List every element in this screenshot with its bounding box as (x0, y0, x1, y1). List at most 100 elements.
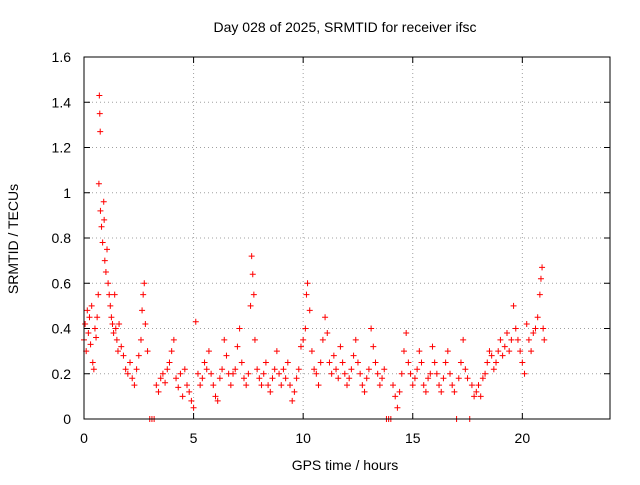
data-point (477, 393, 484, 400)
data-point (361, 388, 368, 395)
x-tick-label: 15 (405, 430, 421, 446)
data-point (284, 359, 291, 366)
data-point (199, 375, 206, 382)
data-point (122, 366, 129, 373)
data-point (251, 336, 258, 343)
data-point (317, 359, 324, 366)
data-point (210, 382, 217, 389)
data-point (521, 370, 528, 377)
data-point (140, 291, 147, 298)
data-point (313, 370, 320, 377)
data-point (335, 375, 342, 382)
data-point (346, 375, 353, 382)
data-point (442, 359, 449, 366)
data-point (528, 348, 535, 355)
data-point (451, 388, 458, 395)
data-point (100, 198, 107, 205)
data-point (155, 388, 162, 395)
data-point (530, 330, 537, 337)
data-point (488, 352, 495, 359)
data-point (157, 375, 164, 382)
data-point (297, 343, 304, 350)
data-point (190, 404, 197, 411)
data-point (357, 370, 364, 377)
data-point (232, 366, 239, 373)
data-point (108, 314, 115, 321)
data-point (243, 382, 250, 389)
data-point (495, 348, 502, 355)
data-point (250, 291, 257, 298)
data-point (308, 348, 315, 355)
data-point (352, 336, 359, 343)
data-point (144, 348, 151, 355)
data-point (107, 302, 114, 309)
data-point (348, 366, 355, 373)
data-point (303, 291, 310, 298)
y-tick-label: 0.4 (52, 321, 72, 337)
data-point (457, 359, 464, 366)
data-point (278, 382, 285, 389)
data-point (468, 382, 475, 389)
data-point (541, 336, 548, 343)
data-point (444, 348, 451, 355)
data-point (101, 257, 108, 264)
data-point (96, 110, 103, 117)
data-point (234, 343, 241, 350)
data-point (124, 370, 131, 377)
data-point (236, 325, 243, 332)
data-points (81, 92, 548, 422)
data-point (221, 336, 228, 343)
data-point (184, 382, 191, 389)
grid-lines (84, 57, 610, 419)
data-point (300, 336, 307, 343)
data-point (506, 348, 513, 355)
data-point (475, 382, 482, 389)
data-point (99, 239, 106, 246)
data-point (436, 382, 443, 389)
data-point (293, 375, 300, 382)
data-point (398, 370, 405, 377)
data-point (135, 352, 142, 359)
data-point (90, 366, 97, 373)
chart-title: Day 028 of 2025, SRMTID for receiver ifs… (214, 19, 477, 35)
data-point (379, 375, 386, 382)
data-point (120, 352, 127, 359)
data-point (519, 359, 526, 366)
data-point (269, 375, 276, 382)
data-point (539, 264, 546, 271)
data-point (306, 307, 313, 314)
data-point (403, 330, 410, 337)
data-point (311, 366, 318, 373)
data-point (96, 92, 103, 99)
data-point (464, 375, 471, 382)
data-point (291, 388, 298, 395)
data-point (484, 359, 491, 366)
data-point (105, 280, 112, 287)
data-point (223, 352, 230, 359)
data-point (179, 393, 186, 400)
data-point (88, 302, 95, 309)
data-point (89, 359, 96, 366)
data-point (324, 330, 331, 337)
y-tick-label: 1 (63, 185, 71, 201)
data-point (409, 382, 416, 389)
data-point (112, 325, 119, 332)
data-point (425, 375, 432, 382)
y-tick-label: 0.2 (52, 366, 72, 382)
data-point (341, 370, 348, 377)
x-tick-label: 5 (190, 430, 198, 446)
y-tick-label: 1.2 (52, 140, 72, 156)
data-point (447, 370, 454, 377)
data-point (101, 216, 108, 223)
data-point (517, 348, 524, 355)
data-point (376, 382, 383, 389)
data-point (113, 336, 120, 343)
data-point (479, 375, 486, 382)
data-point (137, 336, 144, 343)
data-point (368, 325, 375, 332)
data-point (85, 330, 92, 337)
x-tick-label: 0 (80, 430, 88, 446)
data-point (87, 341, 94, 348)
data-point (94, 314, 101, 321)
data-point (212, 393, 219, 400)
